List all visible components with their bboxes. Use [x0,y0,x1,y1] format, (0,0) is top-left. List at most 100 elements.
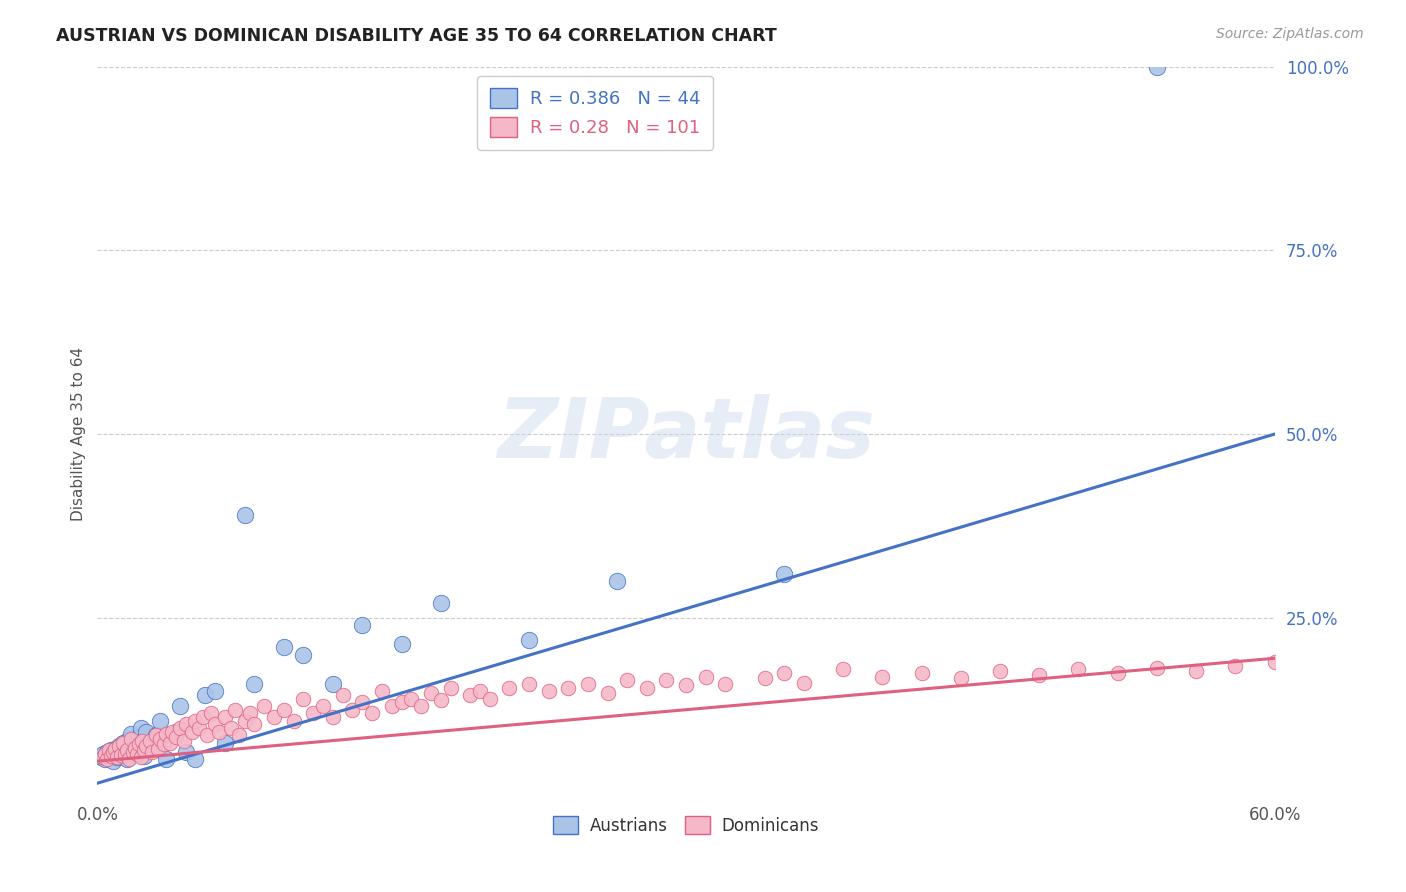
Point [91,750,114,764]
Point [118,732,141,747]
Point [1146,661,1168,675]
Point [332,688,354,702]
Point [773,665,796,680]
Point [832,662,855,676]
Point [114,747,136,761]
Point [104,741,127,756]
Point [139,737,162,751]
Point [352,618,374,632]
Point [361,706,384,721]
Point [695,670,717,684]
Point [100,749,122,764]
Point [1146,60,1168,74]
Point [312,699,335,714]
Point [101,754,124,768]
Text: Source: ZipAtlas.com: Source: ZipAtlas.com [1216,27,1364,41]
Point [498,681,520,695]
Point [1264,655,1286,669]
Point [134,743,156,757]
Point [557,681,579,695]
Point [949,671,972,685]
Point [352,695,374,709]
Point [870,670,893,684]
Point [322,710,344,724]
Text: AUSTRIAN VS DOMINICAN DISABILITY AGE 35 TO 64 CORRELATION CHART: AUSTRIAN VS DOMINICAN DISABILITY AGE 35 … [56,27,778,45]
Point [155,727,177,741]
Point [793,675,815,690]
Point [111,736,134,750]
Point [135,739,157,754]
Point [105,750,128,764]
Point [96,745,118,759]
Point [263,710,285,724]
Point [401,691,423,706]
Point [104,741,127,756]
Point [131,734,153,748]
Point [165,730,187,744]
Point [135,724,157,739]
Point [233,714,256,728]
Point [118,752,141,766]
Point [478,691,501,706]
Point [134,749,156,764]
Point [228,728,250,742]
Point [439,681,461,695]
Point [174,717,197,731]
Point [596,686,619,700]
Point [120,732,142,747]
Point [169,699,191,714]
Point [342,703,364,717]
Point [233,508,256,522]
Point [292,691,315,706]
Point [193,710,215,724]
Legend: Austrians, Dominicans: Austrians, Dominicans [543,806,828,845]
Point [120,727,142,741]
Point [204,717,226,731]
Point [148,741,170,756]
Point [129,750,152,764]
Point [910,665,932,680]
Text: ZIPatlas: ZIPatlas [498,393,875,475]
Point [128,737,150,751]
Point [108,739,131,754]
Point [292,648,315,662]
Point [458,688,481,702]
Point [273,703,295,717]
Point [636,681,658,695]
Point [411,699,433,714]
Point [91,747,114,761]
Point [204,684,226,698]
Point [98,743,121,757]
Point [155,752,177,766]
Point [101,745,124,759]
Point [129,721,152,735]
Point [125,747,148,761]
Point [253,699,276,714]
Point [105,750,128,764]
Point [468,684,491,698]
Point [283,714,305,728]
Point [219,721,242,735]
Point [988,664,1011,678]
Point [94,747,117,761]
Point [94,752,117,766]
Point [273,640,295,655]
Point [1067,662,1090,676]
Point [675,678,697,692]
Point [159,736,181,750]
Point [128,730,150,744]
Point [200,706,222,721]
Point [576,677,599,691]
Point [1028,668,1050,682]
Point [214,710,236,724]
Point [90,750,112,764]
Point [173,734,195,748]
Point [125,743,148,757]
Point [184,714,207,728]
Point [141,745,163,759]
Point [429,693,451,707]
Point [537,684,560,698]
Y-axis label: Disability Age 35 to 64: Disability Age 35 to 64 [72,347,86,521]
Point [188,721,211,735]
Point [616,673,638,688]
